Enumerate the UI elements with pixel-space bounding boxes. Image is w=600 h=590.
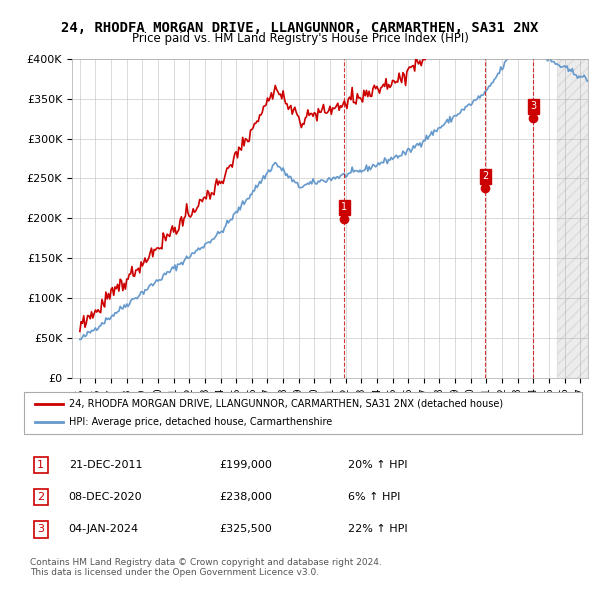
Text: 1: 1 [37,460,44,470]
Text: 04-JAN-2024: 04-JAN-2024 [68,525,139,535]
Bar [557,59,588,378]
Text: 3: 3 [37,525,44,535]
Text: 24, RHODFA MORGAN DRIVE, LLANGUNNOR, CARMARTHEN, SA31 2NX (detached house): 24, RHODFA MORGAN DRIVE, LLANGUNNOR, CAR… [68,399,503,409]
Text: £199,000: £199,000 [220,460,272,470]
Text: 21-DEC-2011: 21-DEC-2011 [68,460,142,470]
Text: 1: 1 [341,202,347,212]
Text: Contains HM Land Registry data © Crown copyright and database right 2024.: Contains HM Land Registry data © Crown c… [30,558,382,566]
Text: 2: 2 [37,492,44,502]
Text: Price paid vs. HM Land Registry's House Price Index (HPI): Price paid vs. HM Land Registry's House … [131,32,469,45]
FancyBboxPatch shape [24,392,582,434]
Text: £325,500: £325,500 [220,525,272,535]
Text: 22% ↑ HPI: 22% ↑ HPI [347,525,407,535]
Text: 3: 3 [530,101,536,112]
Text: 08-DEC-2020: 08-DEC-2020 [68,492,142,502]
Text: 2: 2 [482,171,488,181]
Text: 24, RHODFA MORGAN DRIVE, LLANGUNNOR, CARMARTHEN, SA31 2NX: 24, RHODFA MORGAN DRIVE, LLANGUNNOR, CAR… [61,21,539,35]
Text: HPI: Average price, detached house, Carmarthenshire: HPI: Average price, detached house, Carm… [68,417,332,427]
Text: 20% ↑ HPI: 20% ↑ HPI [347,460,407,470]
Text: £238,000: £238,000 [220,492,272,502]
Text: This data is licensed under the Open Government Licence v3.0.: This data is licensed under the Open Gov… [30,568,319,576]
Text: 6% ↑ HPI: 6% ↑ HPI [347,492,400,502]
